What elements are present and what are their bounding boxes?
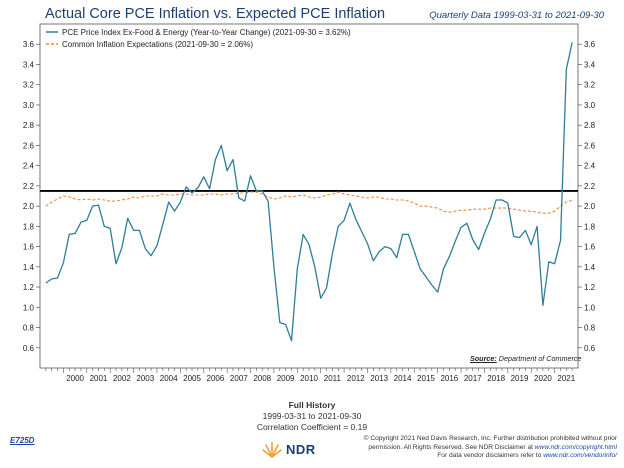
x-tick-label: 2001 bbox=[90, 374, 108, 383]
y-tick-label-left: 1.8 bbox=[23, 222, 35, 231]
x-tick-label: 2015 bbox=[417, 374, 435, 383]
y-tick-label-left: 2.2 bbox=[23, 182, 35, 191]
legend: PCE Price Index Ex-Food & Energy (Year-t… bbox=[46, 28, 351, 49]
x-tick-label: 2005 bbox=[183, 374, 201, 383]
y-tick-label-left: 2.4 bbox=[23, 162, 35, 171]
copyright-link[interactable]: www.ndr.com/copyright.html bbox=[534, 443, 617, 451]
y-tick-label-right: 1.4 bbox=[584, 263, 596, 272]
y-tick-label-left: 2.0 bbox=[23, 202, 35, 211]
legend-label-expectations: Common Inflation Expectations (2021-09-3… bbox=[62, 40, 253, 49]
y-tick-label-left: 1.6 bbox=[23, 243, 35, 252]
x-tick-label: 2020 bbox=[534, 374, 552, 383]
y-tick-label-left: 3.0 bbox=[23, 101, 35, 110]
y-tick-label-right: 2.6 bbox=[584, 141, 596, 150]
y-tick-label-left: 2.6 bbox=[23, 141, 35, 150]
x-axis: 2000 2001 2002 2003 2004 2005 2006 2007 2008 2009… bbox=[45, 368, 576, 383]
y-tick-label-right: 2.0 bbox=[584, 202, 596, 211]
sunburst-icon bbox=[262, 442, 282, 458]
y-tick-label-right: 3.0 bbox=[584, 101, 596, 110]
y-tick-label-left: 0.8 bbox=[23, 324, 35, 333]
y-tick-label-left: 3.6 bbox=[23, 40, 35, 49]
y-tick-label-right: 1.0 bbox=[584, 303, 596, 312]
x-tick-label: 2013 bbox=[370, 374, 388, 383]
y-axis-right: 0.6 0.8 1.0 1.2 1.4 1.6 1.8 2.0 2.2 2.4 2.6 2.8 3.0 3… bbox=[578, 40, 596, 353]
x-tick-label: 2002 bbox=[113, 374, 131, 383]
y-tick-label-right: 0.6 bbox=[584, 344, 596, 353]
copyright-line-2: permission. All Rights Reserved. See NDR… bbox=[368, 443, 617, 451]
y-tick-label-right: 1.8 bbox=[584, 222, 596, 231]
x-tick-label: 2007 bbox=[230, 374, 248, 383]
footer-correlation: Correlation Coefficient = 0.19 bbox=[256, 422, 368, 432]
logo-text: NDR bbox=[286, 441, 316, 457]
x-tick-label: 2004 bbox=[160, 374, 178, 383]
x-tick-label: 2014 bbox=[394, 374, 412, 383]
copyright-line-1: © Copyright 2021 Ned Davis Research, Inc… bbox=[363, 435, 617, 442]
chart-title: Actual Core PCE Inflation vs. Expected P… bbox=[45, 6, 386, 22]
y-tick-label-right: 1.2 bbox=[584, 283, 596, 292]
copyright-notice: © Copyright 2021 Ned Davis Research, Inc… bbox=[335, 435, 617, 461]
y-tick-label-right: 1.6 bbox=[584, 243, 596, 252]
x-tick-label: 2018 bbox=[487, 374, 505, 383]
chart-code-link[interactable]: E725D bbox=[10, 436, 35, 445]
x-tick-label: 2009 bbox=[277, 374, 295, 383]
x-tick-label: 2011 bbox=[324, 374, 342, 383]
source-note: Source: Department of Commerce bbox=[470, 354, 581, 363]
footer-history-title: Full History bbox=[288, 400, 336, 410]
source-label: Source: bbox=[470, 354, 497, 363]
footer-date-range: 1999-03-31 to 2021-09-30 bbox=[262, 411, 362, 421]
y-tick-label-right: 2.2 bbox=[584, 182, 596, 191]
copyright-line-3: For data vendor disclaimers refer to www… bbox=[437, 452, 617, 460]
y-tick-label-left: 1.2 bbox=[23, 283, 35, 292]
x-tick-label: 2017 bbox=[464, 374, 482, 383]
y-tick-label-left: 3.4 bbox=[23, 60, 35, 69]
chart-subtitle: Quarterly Data 1999-03-31 to 2021-09-30 bbox=[429, 10, 604, 21]
plot-frame bbox=[39, 23, 579, 369]
x-tick-label: 2000 bbox=[66, 374, 84, 383]
series-line-pce bbox=[45, 42, 573, 342]
y-tick-label-left: 1.0 bbox=[23, 303, 35, 312]
y-tick-label-left: 3.2 bbox=[23, 81, 35, 90]
x-tick-label: 2006 bbox=[207, 374, 225, 383]
x-tick-label: 2008 bbox=[253, 374, 271, 383]
vendor-info-link[interactable]: www.ndr.com/vendorinfo/ bbox=[543, 452, 617, 460]
y-tick-label-left: 1.4 bbox=[23, 263, 35, 272]
x-tick-label: 2016 bbox=[440, 374, 458, 383]
ndr-logo: NDR bbox=[262, 440, 316, 458]
y-tick-label-left: 0.6 bbox=[23, 344, 35, 353]
x-tick-label: 2012 bbox=[347, 374, 365, 383]
y-tick-label-right: 3.4 bbox=[584, 60, 596, 69]
source-value: Department of Commerce bbox=[498, 354, 582, 363]
y-tick-label-left: 2.8 bbox=[23, 121, 35, 130]
y-tick-label-right: 0.8 bbox=[584, 324, 596, 333]
y-tick-label-right: 3.6 bbox=[584, 40, 596, 49]
y-tick-label-right: 2.4 bbox=[584, 162, 596, 171]
series-line-expectations bbox=[45, 191, 573, 214]
x-tick-label: 2021 bbox=[557, 374, 575, 383]
y-tick-label-right: 2.8 bbox=[584, 121, 596, 130]
x-tick-label: 2010 bbox=[300, 374, 318, 383]
legend-label-pce: PCE Price Index Ex-Food & Energy (Year-t… bbox=[62, 28, 351, 37]
line-chart: 0.6 0.8 1.0 1.2 1.4 1.6 1.8 2.0 2.2 2.4 2.6 2.8 3.0 3… bbox=[23, 23, 596, 383]
y-tick-label-right: 3.2 bbox=[584, 81, 596, 90]
x-tick-label: 2019 bbox=[511, 374, 529, 383]
series-layer bbox=[45, 42, 573, 342]
y-axis-left: 0.6 0.8 1.0 1.2 1.4 1.6 1.8 2.0 2.2 2.4 2.6 2.8 3.0 3… bbox=[23, 40, 40, 353]
x-tick-label: 2003 bbox=[136, 374, 154, 383]
